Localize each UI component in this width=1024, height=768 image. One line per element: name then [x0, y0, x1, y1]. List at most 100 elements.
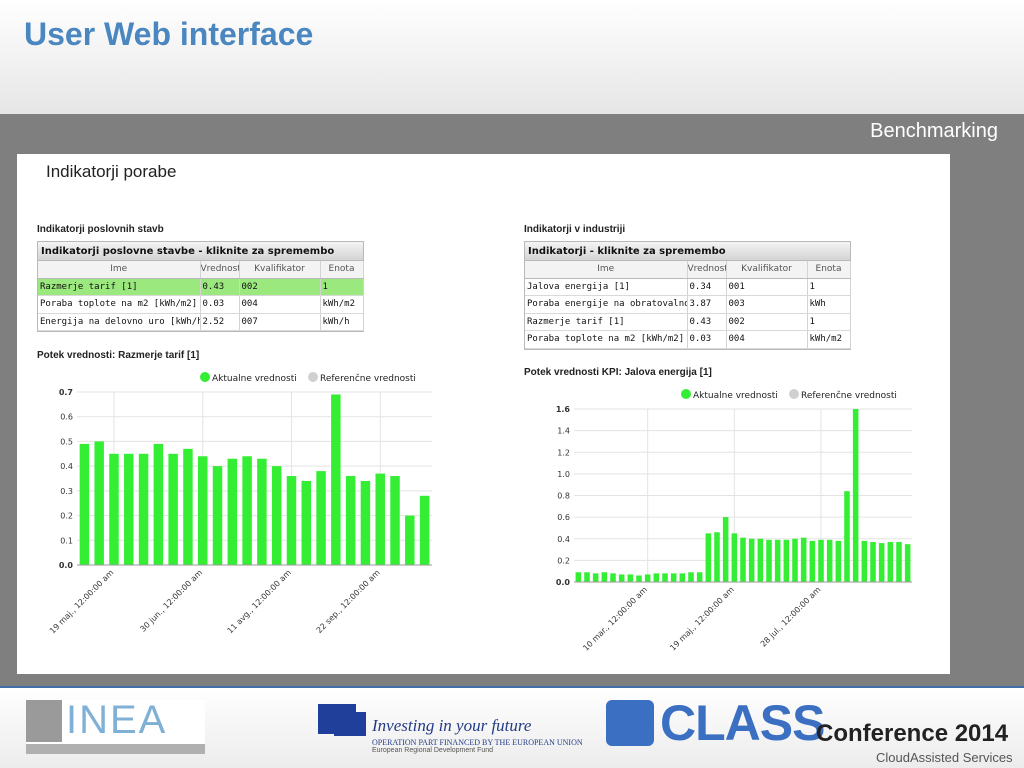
- table-row[interactable]: Poraba toplote na m2 [kWh/m2] 0.03 004 k…: [525, 330, 851, 349]
- y-tick-label: 0.6: [60, 413, 73, 422]
- cell-ime: Poraba toplote na m2 [kWh/m2]: [525, 330, 688, 349]
- bar: [345, 476, 356, 565]
- bar: [800, 537, 807, 582]
- column-header-kvalifikator[interactable]: Kvalifikator: [239, 261, 321, 279]
- bar: [766, 539, 772, 582]
- y-tick-label: 0.5: [60, 437, 73, 446]
- cell-kvalifikator: 003: [726, 295, 808, 314]
- cell-kvalifikator: 001: [726, 278, 808, 296]
- cell-ime: Energija na delovno uro [kWh/h]: [38, 313, 201, 331]
- bar: [809, 540, 816, 582]
- right-grid-header: Ime Vrednost Kvalifikator Enota: [525, 261, 851, 279]
- legend-marker-reference: [789, 389, 799, 399]
- bar: [575, 572, 582, 582]
- left-chart-title: Potek vrednosti: Razmerje tarif [1]: [37, 350, 200, 361]
- cell-kvalifikator: 002: [726, 313, 808, 331]
- cell-enota: 1: [807, 313, 851, 331]
- table-row[interactable]: Jalova energija [1] 0.34 001 1: [525, 278, 851, 296]
- bar: [331, 394, 341, 565]
- column-header-ime[interactable]: Ime: [38, 261, 201, 279]
- cell-vrednost: 3.87: [687, 295, 727, 314]
- bar: [168, 453, 178, 565]
- bar: [896, 541, 902, 582]
- table-row[interactable]: Energija na delovno uro [kWh/h] 2.52 007…: [38, 313, 364, 331]
- app-panel: Indikatorji porabe Indikatorji poslovnih…: [17, 154, 950, 674]
- left-grid-caption[interactable]: Indikatorji poslovne stavbe - kliknite z…: [38, 242, 363, 261]
- cell-ime: Poraba energije na obratovalno uro: [525, 295, 688, 314]
- y-tick-label: 0.6: [557, 513, 570, 522]
- cell-vrednost: 0.34: [687, 278, 727, 296]
- table-row[interactable]: Razmerje tarif [1] 0.43 002 1: [525, 313, 851, 331]
- y-tick-label: 0.2: [557, 556, 570, 565]
- cell-enota: 1: [807, 278, 851, 296]
- cell-vrednost: 0.03: [200, 295, 240, 314]
- y-tick-label: 1.4: [557, 427, 570, 436]
- cell-kvalifikator: 002: [239, 278, 321, 296]
- bar: [748, 538, 755, 582]
- right-chart-title: Potek vrednosti KPI: Jalova energija [1]: [524, 367, 712, 378]
- table-row[interactable]: Poraba energije na obratovalno uro 3.87 …: [525, 295, 851, 314]
- x-tick-label: 10 mar., 12:00:00 am: [581, 585, 649, 653]
- right-grid-caption[interactable]: Indikatorji - kliknite za spremembo: [525, 242, 850, 261]
- cell-enota: 1: [320, 278, 364, 296]
- bar: [731, 533, 738, 582]
- column-header-vrednost[interactable]: Vrednost: [687, 261, 727, 279]
- left-bar-chart: Aktualne vrednosti Referenčne vrednosti 0.…: [48, 372, 432, 636]
- bar: [783, 539, 790, 582]
- bar: [618, 574, 625, 582]
- column-header-vrednost[interactable]: Vrednost: [200, 261, 240, 279]
- bar: [79, 443, 90, 565]
- bar: [904, 544, 911, 582]
- x-tick-label: 19 maj., 12:00:00 am: [668, 585, 736, 653]
- bar: [212, 466, 223, 565]
- y-tick-label: 0.3: [60, 487, 73, 496]
- inea-logo: INEA: [26, 698, 205, 754]
- bar: [301, 480, 312, 565]
- right-indicator-grid: Indikatorji - kliknite za spremembo Ime …: [524, 241, 851, 350]
- cell-kvalifikator: 004: [239, 295, 321, 314]
- bar: [861, 540, 868, 582]
- bar: [227, 458, 238, 565]
- bar: [757, 538, 764, 582]
- left-section-title: Indikatorji poslovnih stavb: [37, 224, 164, 235]
- table-row[interactable]: Poraba toplote na m2 [kWh/m2] 0.03 004 k…: [38, 295, 364, 314]
- left-indicator-grid: Indikatorji poslovne stavbe - kliknite z…: [37, 241, 364, 332]
- right-bar-chart: Aktualne vrednosti Referenčne vrednosti 0.…: [556, 389, 912, 653]
- cell-ime: Poraba toplote na m2 [kWh/m2]: [38, 295, 201, 314]
- legend-label-actual: Aktualne vrednosti: [212, 374, 297, 384]
- cell-ime: Razmerje tarif [1]: [38, 278, 201, 296]
- table-row[interactable]: Razmerje tarif [1] 0.43 002 1: [38, 278, 364, 296]
- y-tick-label: 1.2: [557, 448, 570, 457]
- bar: [405, 515, 415, 565]
- bar: [124, 453, 134, 565]
- cell-kvalifikator: 004: [726, 330, 808, 349]
- bar: [153, 443, 164, 565]
- bar: [316, 471, 326, 565]
- bar: [653, 573, 660, 582]
- legend-marker-reference: [308, 372, 318, 382]
- column-header-ime[interactable]: Ime: [525, 261, 688, 279]
- x-tick-label: 30 jun., 12:00:00 am: [138, 568, 204, 634]
- y-tick-label: 0.4: [557, 535, 570, 544]
- legend-label-actual: Aktualne vrednosti: [693, 391, 778, 401]
- bar: [601, 572, 608, 582]
- column-header-enota[interactable]: Enota: [320, 261, 364, 279]
- column-header-enota[interactable]: Enota: [807, 261, 851, 279]
- bar: [679, 573, 686, 582]
- bar: [419, 495, 430, 565]
- bar: [818, 539, 824, 582]
- cell-enota: kWh/m2: [807, 330, 851, 349]
- bar: [696, 572, 703, 582]
- y-tick-label: 1.6: [556, 405, 571, 414]
- bar: [644, 574, 651, 582]
- bar: [844, 491, 850, 582]
- right-section-title: Indikatorji v industriji: [524, 224, 626, 235]
- bar: [774, 539, 781, 582]
- bar: [109, 453, 119, 565]
- left-grid-header: Ime Vrednost Kvalifikator Enota: [38, 261, 364, 279]
- legend-marker-actual: [200, 372, 210, 382]
- column-header-kvalifikator[interactable]: Kvalifikator: [726, 261, 808, 279]
- bar: [887, 541, 894, 582]
- cell-enota: kWh/h: [320, 313, 364, 331]
- cell-ime: Jalova energija [1]: [525, 278, 688, 296]
